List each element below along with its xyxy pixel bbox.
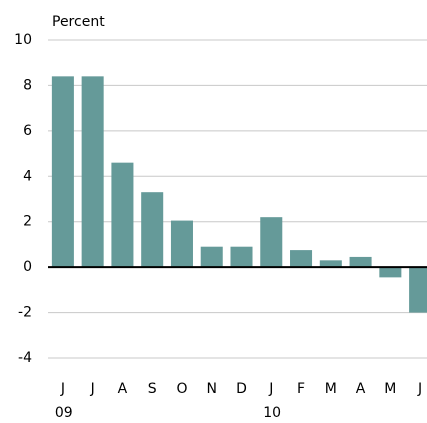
x-tick-label: N <box>206 381 216 397</box>
bar <box>170 220 193 268</box>
y-tick-label: -4 <box>18 350 32 366</box>
bar <box>379 267 402 278</box>
y-tick-label: 8 <box>23 77 32 93</box>
y-tick-label: 4 <box>23 168 32 184</box>
y-tick-label: 2 <box>23 214 32 230</box>
x-tick-label: M <box>325 381 337 397</box>
x-tick-label: J <box>90 381 95 397</box>
x-tick-label: A <box>356 381 366 397</box>
x-tick-label: J <box>268 381 273 397</box>
x-tick-label: A <box>118 381 128 397</box>
bar <box>409 267 427 313</box>
bar <box>200 246 223 268</box>
x-tick-label: J <box>417 381 422 397</box>
y-tick-label: 0 <box>23 259 32 275</box>
bar <box>349 256 372 268</box>
bar <box>51 76 74 268</box>
bar <box>260 217 283 268</box>
x-tick-label: O <box>176 381 187 397</box>
year-label: 10 <box>263 405 281 421</box>
y-tick-label: 6 <box>23 123 32 139</box>
bar <box>111 162 134 268</box>
y-axis-label: Percent <box>52 14 105 30</box>
x-tick-label: J <box>60 381 65 397</box>
bar <box>290 250 313 268</box>
x-tick-label: F <box>297 381 305 397</box>
bar <box>230 246 253 268</box>
x-tick-label: S <box>148 381 157 397</box>
y-tick-label: 10 <box>14 32 32 48</box>
bar <box>141 192 164 268</box>
y-tick-label: -2 <box>18 305 32 321</box>
x-tick-label: M <box>384 381 396 397</box>
bar <box>319 260 342 268</box>
year-label: 09 <box>55 405 73 421</box>
x-tick-label: D <box>236 381 247 397</box>
bar <box>81 76 104 268</box>
